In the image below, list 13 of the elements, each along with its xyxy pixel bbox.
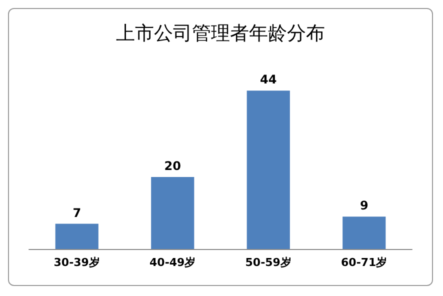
chart-title: 上市公司管理者年龄分布 xyxy=(116,22,325,44)
bar xyxy=(151,177,194,249)
bar xyxy=(55,224,98,249)
data-label: 20 xyxy=(164,159,181,173)
data-label: 9 xyxy=(360,198,368,213)
x-tick-label: 60-71岁 xyxy=(341,256,388,269)
data-label: 7 xyxy=(72,206,82,220)
bar xyxy=(246,90,290,249)
bar xyxy=(342,216,386,249)
data-label: 44 xyxy=(260,72,277,87)
x-tick-label: 40-49岁 xyxy=(150,256,196,269)
x-tick-label: 30-39岁 xyxy=(54,256,100,269)
x-tick-label: 50-59岁 xyxy=(245,256,292,269)
